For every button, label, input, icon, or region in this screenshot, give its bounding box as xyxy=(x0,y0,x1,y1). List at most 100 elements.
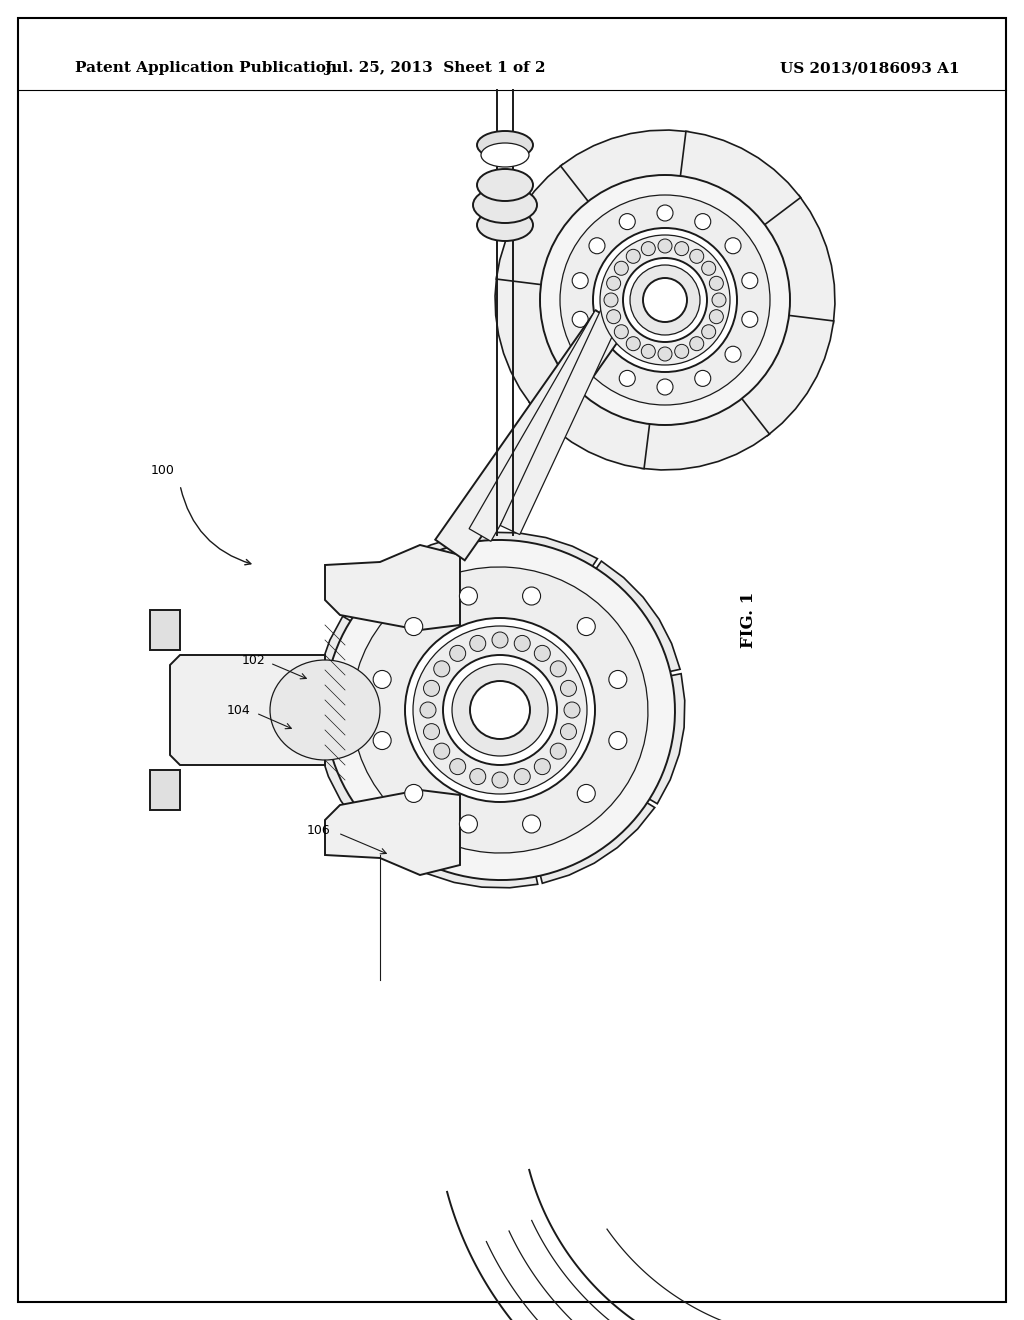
Ellipse shape xyxy=(325,540,675,880)
Text: 102: 102 xyxy=(242,653,265,667)
Polygon shape xyxy=(319,743,418,859)
Circle shape xyxy=(627,249,640,263)
Ellipse shape xyxy=(477,131,534,158)
Ellipse shape xyxy=(473,187,537,223)
Polygon shape xyxy=(325,789,460,875)
Circle shape xyxy=(589,238,605,253)
Circle shape xyxy=(420,702,436,718)
Polygon shape xyxy=(150,610,180,649)
Circle shape xyxy=(694,371,711,387)
Circle shape xyxy=(560,680,577,697)
Circle shape xyxy=(658,347,672,360)
Ellipse shape xyxy=(560,195,770,405)
Circle shape xyxy=(614,261,629,276)
Circle shape xyxy=(434,743,450,759)
Circle shape xyxy=(741,312,758,327)
Ellipse shape xyxy=(270,660,380,760)
Ellipse shape xyxy=(540,176,790,425)
Circle shape xyxy=(589,346,605,362)
Circle shape xyxy=(627,337,640,351)
Polygon shape xyxy=(469,310,616,541)
Circle shape xyxy=(404,618,423,635)
Circle shape xyxy=(609,731,627,750)
Polygon shape xyxy=(560,131,688,206)
Polygon shape xyxy=(495,277,570,404)
Ellipse shape xyxy=(452,664,548,756)
Text: 100: 100 xyxy=(152,463,175,477)
Circle shape xyxy=(434,661,450,677)
Circle shape xyxy=(620,214,635,230)
Circle shape xyxy=(564,702,580,718)
Circle shape xyxy=(572,273,588,289)
Ellipse shape xyxy=(443,655,557,766)
Ellipse shape xyxy=(481,143,529,168)
Circle shape xyxy=(606,276,621,290)
Circle shape xyxy=(373,731,391,750)
Circle shape xyxy=(514,635,530,652)
Circle shape xyxy=(604,293,618,308)
Circle shape xyxy=(690,337,703,351)
Polygon shape xyxy=(760,195,835,323)
Circle shape xyxy=(725,346,741,362)
Circle shape xyxy=(522,814,541,833)
Circle shape xyxy=(560,723,577,739)
Circle shape xyxy=(404,784,423,803)
Ellipse shape xyxy=(406,618,595,803)
Polygon shape xyxy=(402,833,538,888)
Ellipse shape xyxy=(413,626,587,795)
Text: FIG. 1: FIG. 1 xyxy=(740,591,757,648)
Circle shape xyxy=(373,671,391,689)
Circle shape xyxy=(710,276,723,290)
Polygon shape xyxy=(325,545,460,630)
Circle shape xyxy=(741,273,758,289)
Polygon shape xyxy=(345,537,466,631)
Ellipse shape xyxy=(643,279,687,322)
Circle shape xyxy=(701,325,716,339)
Circle shape xyxy=(658,239,672,253)
Circle shape xyxy=(641,345,655,358)
Ellipse shape xyxy=(352,568,648,853)
Circle shape xyxy=(578,618,595,635)
Text: Jul. 25, 2013  Sheet 1 of 2: Jul. 25, 2013 Sheet 1 of 2 xyxy=(325,61,546,75)
Circle shape xyxy=(522,587,541,605)
Circle shape xyxy=(620,371,635,387)
Ellipse shape xyxy=(600,235,730,366)
Polygon shape xyxy=(529,372,650,469)
Circle shape xyxy=(578,784,595,803)
Circle shape xyxy=(641,242,655,256)
Circle shape xyxy=(712,293,726,308)
Circle shape xyxy=(450,645,466,661)
Circle shape xyxy=(690,249,703,263)
Circle shape xyxy=(492,632,508,648)
Circle shape xyxy=(725,238,741,253)
Ellipse shape xyxy=(623,257,707,342)
Circle shape xyxy=(550,743,566,759)
Text: 104: 104 xyxy=(226,704,250,717)
Circle shape xyxy=(535,759,550,775)
Circle shape xyxy=(470,768,485,784)
Circle shape xyxy=(424,680,439,697)
Circle shape xyxy=(694,214,711,230)
Circle shape xyxy=(675,242,689,256)
Polygon shape xyxy=(642,395,769,470)
Text: 106: 106 xyxy=(306,824,330,837)
Polygon shape xyxy=(462,532,597,586)
Polygon shape xyxy=(500,310,621,535)
Ellipse shape xyxy=(477,209,534,242)
Circle shape xyxy=(514,768,530,784)
Polygon shape xyxy=(737,314,834,436)
Polygon shape xyxy=(170,655,325,766)
Ellipse shape xyxy=(630,265,700,335)
Circle shape xyxy=(657,379,673,395)
Circle shape xyxy=(492,772,508,788)
Polygon shape xyxy=(497,165,593,285)
Circle shape xyxy=(550,661,566,677)
Circle shape xyxy=(470,635,485,652)
Ellipse shape xyxy=(593,228,737,372)
Circle shape xyxy=(572,312,588,327)
Polygon shape xyxy=(583,561,680,677)
Circle shape xyxy=(710,310,723,323)
Circle shape xyxy=(609,671,627,689)
Text: Patent Application Publication: Patent Application Publication xyxy=(75,61,337,75)
Circle shape xyxy=(614,325,629,339)
